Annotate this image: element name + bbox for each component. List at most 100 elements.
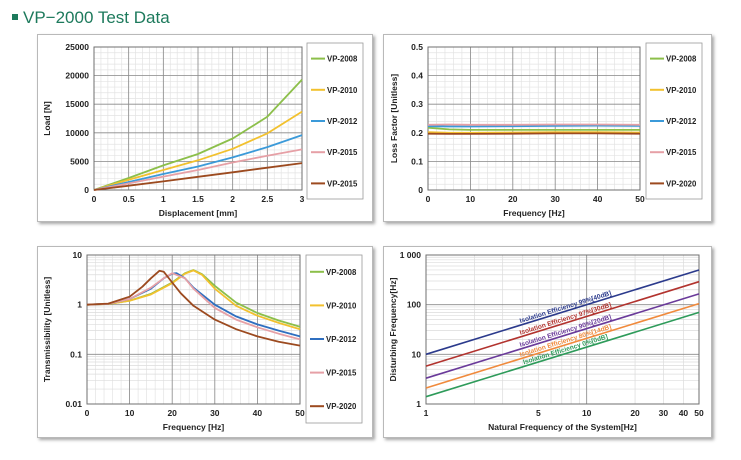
series-line-3 (93, 134, 303, 191)
x-tick-label: 0 (426, 194, 431, 204)
x-tick-label: 40 (679, 408, 689, 418)
title-bullet-icon (12, 13, 18, 20)
y-axis-title: Load [N] (42, 101, 52, 136)
load-chart: 0 0.5 1 1.5 2 2.5 3 0 5000 10000 15000 20000 25000 Di… (42, 42, 364, 218)
y-tick-label: 0.4 (411, 71, 423, 81)
loss-factor-chart: 0 10 20 30 40 50 0 0.1 0.2 0.3 0.4 0.5 Frequency [Hz… (389, 42, 703, 218)
plot-frame (93, 46, 303, 191)
legend-label: VP-2020 (326, 402, 357, 411)
loss-factor-chart-panel: 0 10 20 30 40 50 0 0.1 0.2 0.3 0.4 0.5 Frequency [Hz… (383, 34, 712, 222)
legend-label: VP-2015 (666, 148, 697, 157)
y-tick-label: 25000 (65, 42, 89, 52)
x-tick-label: 20 (630, 408, 640, 418)
transmissibility-chart-panel: 0 10 20 30 40 50 0.01 0.1 1 10 Frequency [Hz] Trans… (37, 246, 373, 438)
y-tick-label: 0.2 (411, 128, 423, 138)
y-tick-label: 0.1 (411, 156, 423, 166)
plot-frame (427, 46, 641, 191)
x-tick-label: 40 (253, 408, 263, 418)
page-title: VP−2000 Test Data (12, 8, 170, 28)
legend-label: VP-2008 (327, 55, 358, 64)
y-tick-label: 10 (412, 349, 422, 359)
legend-label: VP-2015 (326, 369, 357, 378)
x-axis-title: Displacement [mm] (159, 208, 238, 218)
y-axis-title: Disturbing Frequency[Hz] (388, 277, 398, 381)
x-axis-title: Natural Frequency of the System[Hz] (488, 422, 637, 432)
series-line-4 (86, 272, 301, 341)
series-line-1 (93, 78, 303, 191)
series-line-3 (427, 124, 641, 128)
x-axis-title: Frequency [Hz] (163, 422, 225, 432)
x-tick-label: 30 (550, 194, 560, 204)
series-line-1 (86, 269, 301, 328)
y-tick-label: 1 000 (400, 250, 422, 260)
x-tick-label: 10 (582, 408, 592, 418)
x-tick-label: 0 (85, 408, 90, 418)
legend-label: VP-2012 (666, 117, 697, 126)
legend-label: VP-2015 (327, 148, 358, 157)
y-tick-label: 1 (416, 399, 421, 409)
series-line-4 (93, 148, 303, 191)
y-tick-label: 5000 (70, 156, 89, 166)
plot-frame (86, 254, 301, 405)
y-tick-label: 20000 (65, 71, 89, 81)
x-tick-label: 0.5 (123, 194, 135, 204)
legend: VP-2008 VP-2010 VP-2012 VP-2015 VP-2015 (306, 42, 364, 200)
x-tick-label: 30 (659, 408, 669, 418)
x-tick-label: 50 (635, 194, 645, 204)
series-line-2 (427, 131, 641, 134)
x-tick-label: 3 (300, 194, 305, 204)
plot-grid (86, 254, 301, 405)
series-line-5 (86, 269, 301, 347)
x-tick-label: 20 (508, 194, 518, 204)
x-tick-label: 1 (161, 194, 166, 204)
series-line-5 (425, 311, 700, 398)
plot-grid (93, 46, 303, 191)
legend-label: VP-2008 (666, 55, 697, 64)
isolation-chart-panel: 1 5 10 20 30 40 50 1 10 100 1 000 Natural Frequency… (383, 246, 712, 438)
x-tick-label: 10 (466, 194, 476, 204)
legend-label: VP-2015 (327, 179, 358, 188)
series-line-2 (425, 280, 700, 367)
y-tick-label: 0.3 (411, 99, 423, 109)
x-tick-label: 2.5 (261, 194, 273, 204)
series-line-5 (93, 162, 303, 191)
series-line-3 (425, 293, 700, 379)
x-tick-label: 10 (125, 408, 135, 418)
legend-label: VP-2020 (666, 179, 697, 188)
legend-label: VP-2012 (326, 335, 357, 344)
x-tick-label: 1 (424, 408, 429, 418)
series-line-5 (427, 132, 641, 135)
legend-label: VP-2010 (666, 86, 697, 95)
y-tick-label: 0.01 (65, 399, 82, 409)
x-axis-title: Frequency [Hz] (503, 208, 565, 218)
y-axis-title: Loss Factor [Unitless] (389, 74, 399, 163)
series-line-1 (427, 126, 640, 131)
x-tick-label: 1.5 (192, 194, 204, 204)
page-title-text: VP−2000 Test Data (23, 8, 170, 27)
legend: VP-2008 VP-2010 VP-2012 VP-2015 VP-2020 (305, 254, 363, 424)
legend-label: VP-2008 (326, 268, 357, 277)
series-line-4 (425, 302, 700, 389)
series-line-1 (425, 269, 700, 356)
x-tick-label: 0 (92, 194, 97, 204)
x-tick-label: 2 (230, 194, 235, 204)
y-tick-label: 0.5 (411, 42, 423, 52)
x-tick-label: 30 (210, 408, 220, 418)
x-tick-label: 5 (536, 408, 541, 418)
y-tick-label: 100 (407, 300, 421, 310)
y-tick-label: 0.1 (70, 349, 82, 359)
x-tick-label: 50 (694, 408, 704, 418)
legend-label: VP-2010 (327, 86, 358, 95)
transmissibility-chart: 0 10 20 30 40 50 0.01 0.1 1 10 Frequency [Hz] Trans… (42, 250, 363, 432)
y-tick-label: 10000 (65, 128, 89, 138)
x-tick-label: 40 (593, 194, 603, 204)
y-tick-label: 10 (73, 250, 83, 260)
legend: VP-2008 VP-2010 VP-2012 VP-2015 VP-2020 (645, 42, 703, 200)
series-line-2 (86, 269, 301, 331)
plot-grid (427, 46, 641, 191)
series-line-2 (93, 110, 303, 191)
load-chart-panel: 0 0.5 1 1.5 2 2.5 3 0 5000 10000 15000 20000 25000 Di… (37, 34, 373, 222)
y-axis-title: Transmissibility [Unitless] (42, 277, 52, 383)
isolation-chart: 1 5 10 20 30 40 50 1 10 100 1 000 Natural Frequency… (388, 250, 704, 432)
y-tick-label: 0 (418, 185, 423, 195)
